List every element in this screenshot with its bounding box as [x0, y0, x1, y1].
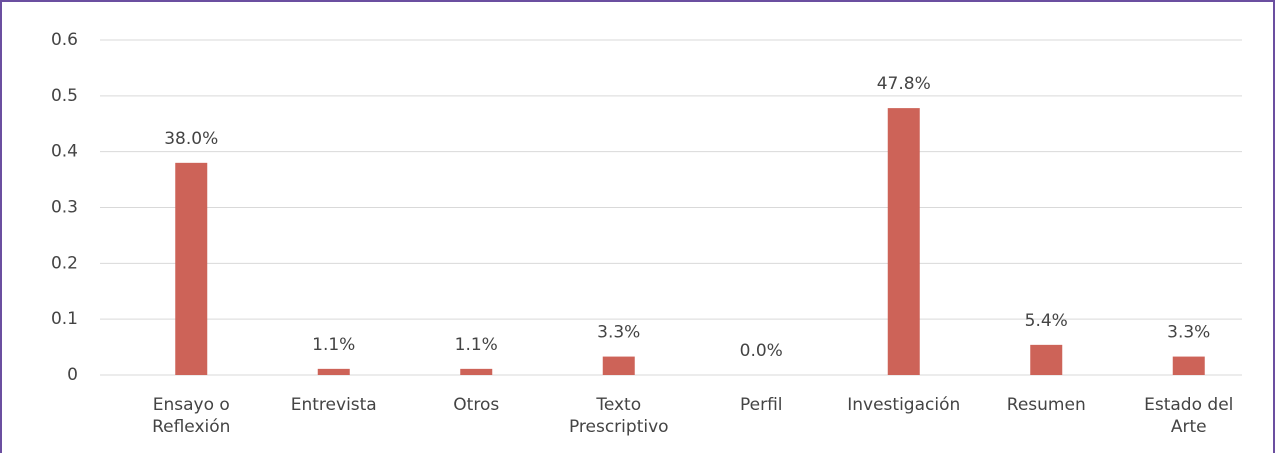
y-tick-label: 0: [67, 365, 78, 385]
data-label: 38.0%: [164, 129, 218, 149]
y-tick-label: 0.3: [51, 198, 78, 218]
x-tick-label: Texto Prescriptivo: [568, 395, 669, 437]
x-tick-label: Perfil: [739, 395, 783, 415]
data-label: 47.8%: [877, 74, 931, 94]
data-label: 0.0%: [740, 341, 783, 361]
data-label: 1.1%: [312, 335, 355, 355]
data-label: 3.3%: [597, 323, 640, 343]
bar: [602, 356, 635, 375]
x-tick-label: Resumen: [1006, 395, 1086, 415]
bar: [460, 368, 493, 375]
y-tick-label: 0.4: [51, 142, 78, 162]
bar: [1030, 344, 1063, 375]
bar: [1172, 356, 1205, 375]
y-tick-label: 0.2: [51, 253, 78, 273]
y-tick-label: 0.1: [51, 309, 78, 329]
data-label: 5.4%: [1025, 311, 1068, 331]
x-tick-label: Otros: [453, 395, 500, 415]
x-tick-label: Investigación: [847, 395, 961, 415]
y-tick-label: 0.5: [51, 86, 78, 106]
data-label: 3.3%: [1167, 323, 1210, 343]
x-tick-label: Entrevista: [290, 395, 377, 415]
bar: [317, 368, 350, 375]
x-tick-label: Estado del Arte: [1144, 395, 1234, 437]
bar: [175, 162, 208, 375]
y-tick-label: 0.6: [51, 30, 78, 50]
bar: [887, 108, 920, 375]
data-label: 1.1%: [455, 335, 498, 355]
x-tick-label: Ensayo o Reflexión: [152, 395, 231, 437]
